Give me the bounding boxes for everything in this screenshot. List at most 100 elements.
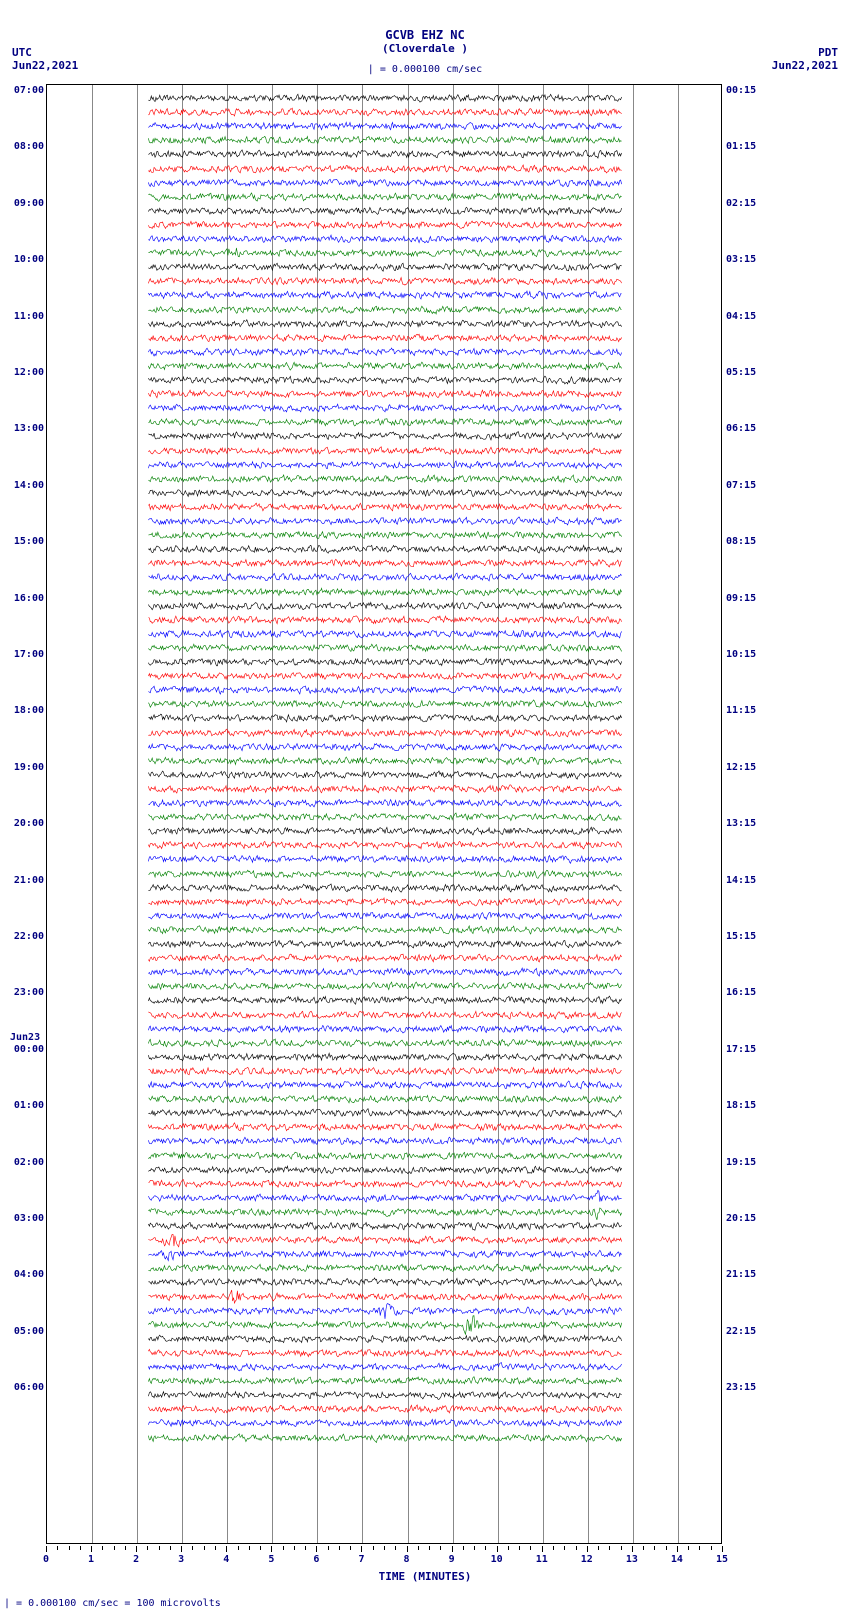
x-minor-tick [238, 1546, 239, 1550]
seismic-trace [47, 655, 723, 669]
seismic-trace [47, 641, 723, 655]
seismic-trace [47, 162, 723, 176]
x-minor-tick [711, 1546, 712, 1550]
pdt-time-label: 06:15 [726, 423, 756, 434]
seismic-trace [47, 260, 723, 274]
x-tick-label: 9 [449, 1554, 455, 1565]
x-minor-tick [80, 1546, 81, 1550]
header-left: UTC Jun22,2021 [12, 46, 78, 72]
x-tick-label: 13 [626, 1554, 638, 1565]
x-minor-tick [283, 1546, 284, 1550]
seismic-trace [47, 1233, 723, 1247]
seismogram-container: GCVB EHZ NC (Cloverdale ) | = 0.000100 c… [0, 0, 850, 1613]
utc-time-label: 02:00 [4, 1157, 44, 1168]
seismic-trace [47, 1134, 723, 1148]
x-minor-tick [328, 1546, 329, 1550]
seismic-trace [47, 1219, 723, 1233]
x-minor-tick [395, 1546, 396, 1550]
seismic-trace [47, 599, 723, 613]
seismic-trace [47, 246, 723, 260]
pdt-time-label: 22:15 [726, 1326, 756, 1337]
seismic-trace [47, 1318, 723, 1332]
utc-time-label: 13:00 [4, 423, 44, 434]
seismic-trace [47, 838, 723, 852]
x-minor-tick [429, 1546, 430, 1550]
x-minor-tick [553, 1546, 554, 1550]
x-tick [452, 1546, 453, 1552]
pdt-time-label: 07:15 [726, 480, 756, 491]
utc-time-label: 06:00 [4, 1382, 44, 1393]
header-right: PDT Jun22,2021 [772, 46, 838, 72]
seismic-trace [47, 190, 723, 204]
seismic-trace [47, 909, 723, 923]
date-break-label: Jun23 [10, 1032, 40, 1043]
x-minor-tick [418, 1546, 419, 1550]
seismic-trace [47, 317, 723, 331]
utc-time-label: 01:00 [4, 1100, 44, 1111]
seismic-trace [47, 401, 723, 415]
x-minor-tick [305, 1546, 306, 1550]
x-axis-title: TIME (MINUTES) [0, 1570, 850, 1583]
seismic-trace [47, 387, 723, 401]
utc-time-label: 05:00 [4, 1326, 44, 1337]
seismic-trace [47, 176, 723, 190]
seismic-trace [47, 824, 723, 838]
seismic-trace [47, 472, 723, 486]
pdt-time-label: 17:15 [726, 1044, 756, 1055]
x-minor-tick [576, 1546, 577, 1550]
pdt-time-label: 18:15 [726, 1100, 756, 1111]
x-tick [407, 1546, 408, 1552]
pdt-time-label: 19:15 [726, 1157, 756, 1168]
seismic-trace [47, 514, 723, 528]
seismic-trace [47, 105, 723, 119]
utc-time-label: 15:00 [4, 536, 44, 547]
pdt-time-label: 09:15 [726, 593, 756, 604]
x-minor-tick [485, 1546, 486, 1550]
seismic-trace [47, 1205, 723, 1219]
seismic-trace [47, 697, 723, 711]
x-minor-tick [654, 1546, 655, 1550]
seismic-trace [47, 218, 723, 232]
x-tick [677, 1546, 678, 1552]
pdt-time-label: 12:15 [726, 762, 756, 773]
seismic-trace [47, 1191, 723, 1205]
x-minor-tick [125, 1546, 126, 1550]
seismic-trace [47, 288, 723, 302]
seismic-trace [47, 1092, 723, 1106]
pdt-time-label: 14:15 [726, 875, 756, 886]
x-tick [226, 1546, 227, 1552]
utc-time-label: 08:00 [4, 141, 44, 152]
seismic-trace [47, 1304, 723, 1318]
seismic-trace [47, 542, 723, 556]
footer-note: | = 0.000100 cm/sec = 100 microvolts [4, 1598, 221, 1609]
utc-time-label: 23:00 [4, 987, 44, 998]
x-tick-label: 4 [223, 1554, 229, 1565]
x-tick [587, 1546, 588, 1552]
seismic-trace [47, 274, 723, 288]
utc-time-label: 14:00 [4, 480, 44, 491]
x-minor-tick [69, 1546, 70, 1550]
utc-time-label: 11:00 [4, 311, 44, 322]
utc-time-label: 20:00 [4, 818, 44, 829]
x-tick [497, 1546, 498, 1552]
seismic-trace [47, 669, 723, 683]
x-minor-tick [598, 1546, 599, 1550]
seismic-trace [47, 458, 723, 472]
x-tick-label: 15 [716, 1554, 728, 1565]
seismic-trace [47, 1431, 723, 1445]
x-tick [46, 1546, 47, 1552]
seismic-trace [47, 429, 723, 443]
seismic-trace [47, 1374, 723, 1388]
x-minor-tick [463, 1546, 464, 1550]
utc-time-label: 16:00 [4, 593, 44, 604]
seismic-trace [47, 1078, 723, 1092]
seismic-trace [47, 1022, 723, 1036]
seismic-trace [47, 1261, 723, 1275]
utc-time-label: 19:00 [4, 762, 44, 773]
x-minor-tick [643, 1546, 644, 1550]
seismic-trace [47, 204, 723, 218]
x-minor-tick [564, 1546, 565, 1550]
pdt-time-label: 03:15 [726, 254, 756, 265]
x-minor-tick [373, 1546, 374, 1550]
seismic-trace [47, 1008, 723, 1022]
